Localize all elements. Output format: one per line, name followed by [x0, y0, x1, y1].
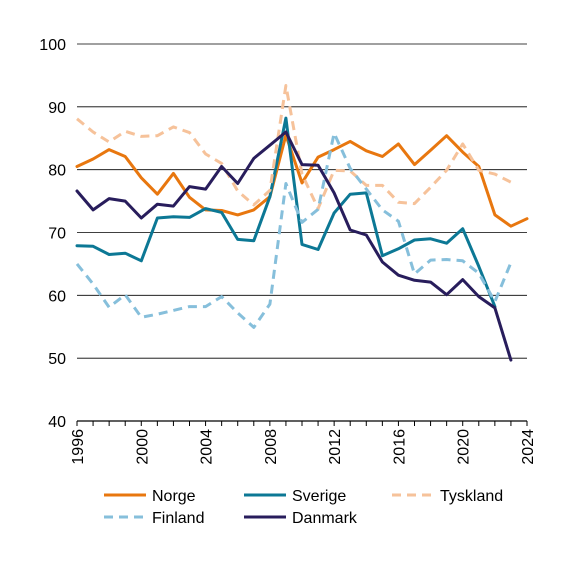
y-tick-label-70: 70 [48, 226, 66, 243]
legend-label-tyskland: Tyskland [440, 488, 503, 505]
series-line-danmark [75, 130, 513, 362]
series-line-sverige [75, 116, 497, 309]
x-tick-label-2000: 2000 [134, 429, 151, 465]
y-tick-label-60: 60 [48, 288, 66, 305]
legend: Norge Sverige Tyskland Finland Danmark [104, 488, 503, 527]
x-tick-label-2008: 2008 [263, 429, 280, 465]
legend-label-norge: Norge [152, 488, 196, 505]
y-tick-label-90: 90 [48, 100, 66, 117]
legend-label-sverige: Sverige [292, 488, 346, 505]
y-tick-label-50: 50 [48, 351, 66, 368]
series-line-finland [75, 131, 513, 329]
axes: 40 50 60 70 80 90 100 1996 2000 2004 2008 2012 2016 2… [39, 37, 537, 465]
x-tick-label-1996: 1996 [70, 429, 87, 465]
x-tick-label-2020: 2020 [456, 429, 473, 465]
legend-label-finland: Finland [152, 510, 204, 527]
legend-label-danmark: Danmark [292, 510, 358, 527]
series-lines [75, 84, 529, 362]
x-tick-label-2004: 2004 [199, 429, 216, 465]
series-line-tyskland [76, 84, 512, 211]
x-tick-label-2016: 2016 [391, 429, 408, 465]
y-tick-label-80: 80 [48, 163, 66, 180]
y-tick-label-40: 40 [48, 414, 66, 431]
series-line-norge [75, 133, 529, 228]
y-tick-label-100: 100 [39, 37, 66, 54]
x-tick-label-2012: 2012 [327, 429, 344, 465]
x-tick-label-2024: 2024 [520, 429, 537, 465]
